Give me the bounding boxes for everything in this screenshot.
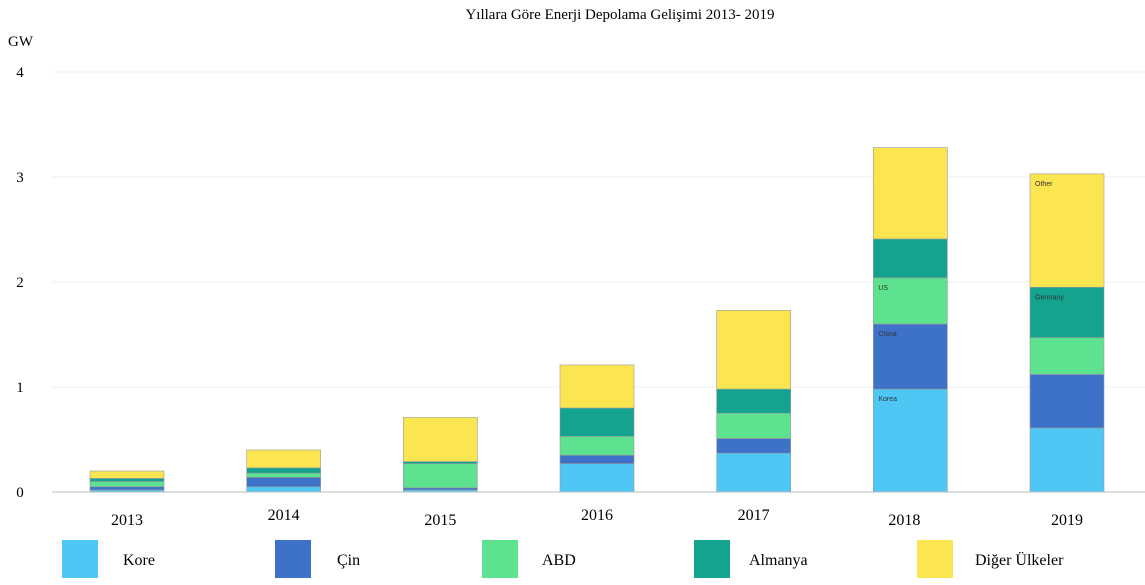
bar-segment (1029, 374, 1105, 429)
legend-swatch (917, 540, 953, 578)
x-tick-label: 2019 (1051, 512, 1083, 529)
bar-segment (403, 487, 478, 491)
bar-segment (403, 463, 478, 489)
y-axis-unit: GW (8, 34, 34, 50)
y-tick-label: 0 (16, 485, 24, 501)
bar-segment (89, 486, 165, 491)
bar-segment (246, 486, 321, 493)
bar-segment (716, 310, 791, 390)
bar-segment (1029, 337, 1105, 375)
y-tick-label: 2 (16, 275, 24, 291)
bar-segment (89, 470, 165, 479)
bar-annotation: Germany (1035, 294, 1064, 301)
legend-label: ABD (542, 552, 576, 569)
bar-segment (559, 454, 635, 464)
bar-segment (716, 438, 791, 454)
bar-annotation: Other (1035, 181, 1053, 188)
bar-segment (1029, 286, 1105, 338)
bar-annotation: Korea (878, 396, 897, 403)
legend-swatch (482, 540, 518, 578)
legend-label: Almanya (749, 552, 808, 569)
bar-segment (89, 481, 165, 488)
y-axis-ticks: 0 1 2 3 4 (16, 65, 24, 501)
bar-segment (559, 463, 635, 493)
bar-segment (873, 238, 948, 279)
x-tick-label: 2018 (888, 512, 920, 529)
legend: Kore Çin ABD Almanya Diğer Ülkeler (62, 540, 1064, 578)
bar-segment (246, 472, 321, 478)
bar-segment (559, 436, 635, 456)
chart-title: Yıllara Göre Enerji Depolama Gelişimi 20… (465, 7, 774, 23)
y-tick-label: 1 (16, 380, 24, 396)
legend-swatch (275, 540, 311, 578)
y-tick-label: 4 (16, 65, 24, 81)
legend-label: Kore (123, 552, 155, 569)
x-tick-label: 2014 (268, 507, 300, 524)
x-axis-ticks: 2013 2014 2015 2016 2017 2018 2019 (111, 507, 1083, 529)
bar-annotation: US (878, 285, 888, 292)
legend-label: Diğer Ülkeler (975, 551, 1064, 569)
bar-segment (89, 478, 165, 482)
bar-segment (716, 452, 791, 493)
bar-segment (559, 407, 635, 437)
bar-segment (403, 417, 478, 462)
bar-segment (559, 364, 635, 409)
bar-segment (1029, 173, 1105, 288)
bars: Korea China US Germany Other (89, 147, 1105, 493)
x-tick-label: 2016 (581, 507, 613, 524)
bar-segment (1029, 427, 1105, 493)
y-tick-label: 3 (16, 170, 24, 186)
x-tick-label: 2013 (111, 512, 143, 529)
legend-label: Çin (337, 552, 360, 569)
bar-segment (716, 388, 791, 414)
x-tick-label: 2017 (738, 507, 770, 524)
bar-segment (246, 449, 321, 469)
bar-segment (873, 388, 948, 493)
gridlines (52, 71, 1145, 388)
bar-annotation: China (878, 331, 896, 338)
legend-swatch (694, 540, 730, 578)
bar-segment (873, 277, 948, 325)
legend-swatch (62, 540, 98, 578)
bar-segment (246, 467, 321, 474)
x-tick-label: 2015 (424, 512, 456, 529)
bar-segment (246, 476, 321, 488)
bar-segment (403, 461, 478, 464)
bar-segment (873, 147, 948, 240)
bar-segment (716, 412, 791, 439)
